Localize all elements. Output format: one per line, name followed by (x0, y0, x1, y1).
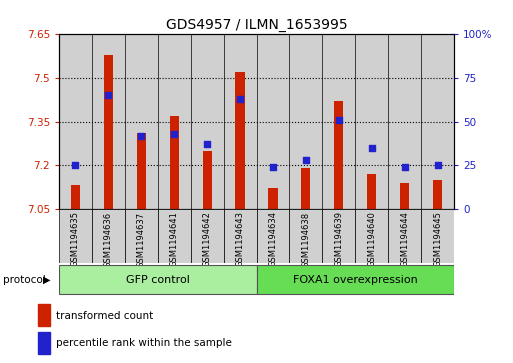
Point (401, 164, 409, 170)
Point (170, 131, 179, 137)
Bar (388, 209, 421, 263)
Bar (191, 34, 224, 209)
Bar (355, 209, 388, 263)
Point (104, 93, 112, 98)
Text: GSM1194643: GSM1194643 (235, 211, 245, 268)
Bar (367, 174, 377, 209)
Bar (256, 209, 289, 263)
Text: GSM1194645: GSM1194645 (433, 211, 442, 267)
Bar (203, 151, 212, 209)
Point (203, 141, 211, 147)
Bar (59, 265, 256, 294)
Text: GSM1194635: GSM1194635 (71, 211, 80, 268)
Point (368, 145, 376, 151)
Bar (125, 34, 157, 209)
Bar (136, 133, 146, 209)
Bar (71, 185, 80, 209)
Bar (268, 188, 278, 209)
Point (71, 162, 80, 168)
Bar (301, 168, 310, 209)
Text: GSM1194642: GSM1194642 (203, 211, 212, 267)
Point (137, 132, 145, 138)
Bar (334, 101, 343, 209)
Bar (256, 265, 454, 294)
Text: transformed count: transformed count (56, 310, 154, 321)
Bar (224, 34, 256, 209)
Bar (125, 209, 158, 263)
Bar (37, 332, 50, 354)
Bar (59, 209, 92, 263)
Bar (191, 209, 224, 263)
Point (236, 96, 244, 102)
Bar (421, 209, 454, 263)
Text: GSM1194639: GSM1194639 (334, 211, 343, 268)
Bar (92, 209, 125, 263)
Text: GSM1194644: GSM1194644 (400, 211, 409, 267)
Point (334, 117, 343, 123)
Text: GSM1194634: GSM1194634 (268, 211, 278, 268)
Text: percentile rank within the sample: percentile rank within the sample (56, 338, 232, 348)
Text: GSM1194641: GSM1194641 (170, 211, 179, 267)
Text: GSM1194640: GSM1194640 (367, 211, 376, 267)
Bar (289, 34, 322, 209)
Text: GFP control: GFP control (126, 274, 190, 285)
Bar (289, 209, 322, 263)
Point (269, 164, 277, 170)
Bar (157, 34, 191, 209)
Bar (388, 34, 421, 209)
Text: ▶: ▶ (43, 274, 50, 285)
Bar (104, 55, 113, 209)
Bar (322, 34, 355, 209)
Bar (355, 34, 388, 209)
Text: GSM1194638: GSM1194638 (301, 211, 310, 268)
Bar (433, 180, 442, 209)
Point (302, 157, 310, 163)
Bar (322, 209, 355, 263)
Text: GSM1194636: GSM1194636 (104, 211, 113, 268)
Text: GSM1194637: GSM1194637 (137, 211, 146, 268)
Bar (421, 34, 454, 209)
Bar (170, 116, 179, 209)
Bar (400, 183, 409, 209)
Bar (92, 34, 125, 209)
Bar (256, 34, 289, 209)
Bar (59, 34, 92, 209)
Point (433, 162, 442, 168)
Bar (235, 72, 245, 209)
Text: FOXA1 overexpression: FOXA1 overexpression (293, 274, 418, 285)
Bar (158, 209, 191, 263)
Text: protocol: protocol (3, 274, 45, 285)
Bar (37, 304, 50, 326)
Bar (224, 209, 256, 263)
Title: GDS4957 / ILMN_1653995: GDS4957 / ILMN_1653995 (166, 18, 347, 32)
